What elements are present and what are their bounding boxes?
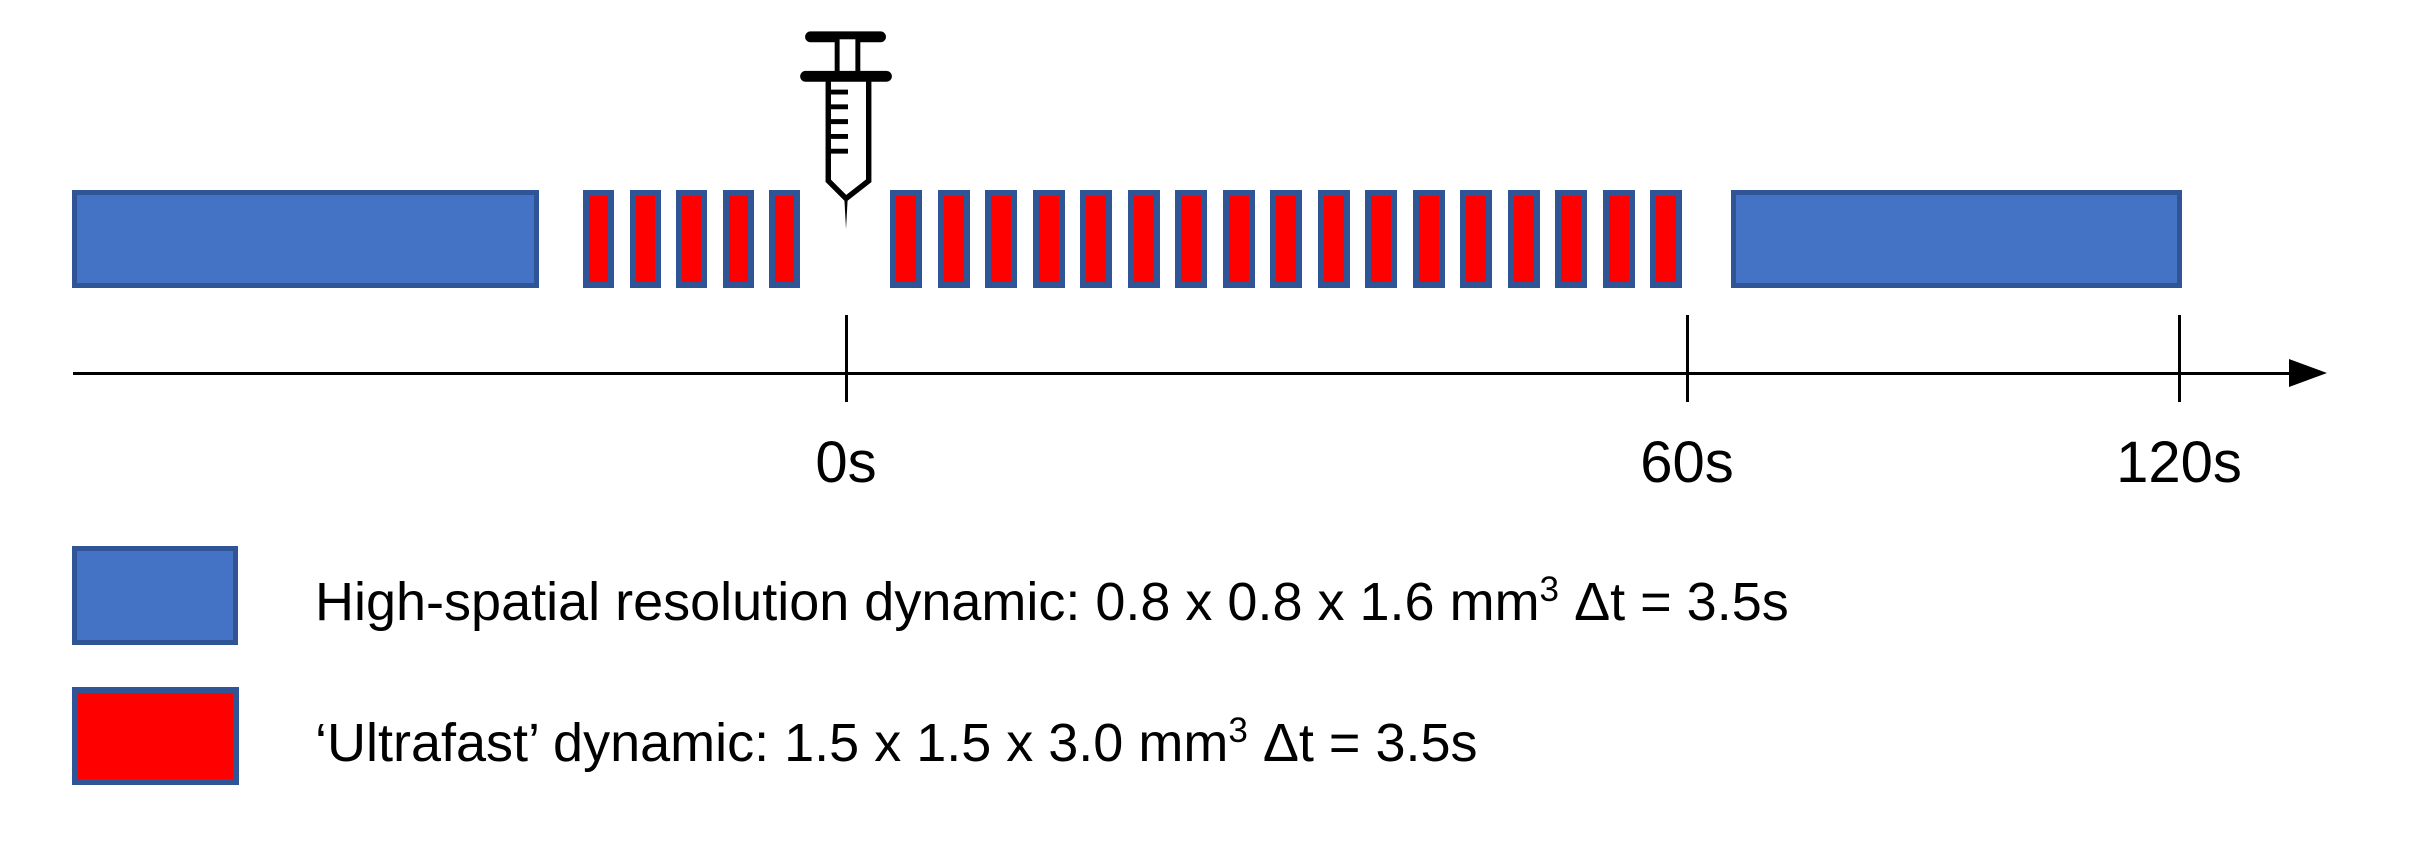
legend-text: Δt = 3.5s [1559,572,1789,632]
ultrafast-bars-post-injection-1 [890,190,922,288]
ultrafast-bars-pre-injection-2 [629,190,661,288]
axis-tick-label-0s: 0s [815,430,877,495]
ultrafast-bars-post-injection-14 [1507,190,1540,288]
ultrafast-bars-post-injection-6 [1127,190,1160,288]
ultrafast-bars-post-injection-11 [1365,190,1397,288]
legend-label-ultrafast: ‘Ultrafast’ dynamic: 1.5 x 1.5 x 3.0 mm3… [315,713,1478,773]
high-res-block-post [1731,190,2182,288]
axis-tick-label-60s: 60s [1640,430,1734,495]
ultrafast-bars-pre-injection-1 [583,190,614,288]
legend-text: High-spatial resolution dynamic: 0.8 x 0… [315,572,1540,632]
legend-swatch-high-res [72,546,238,645]
time-axis-line [73,372,2289,375]
ultrafast-bars-pre-injection-4 [722,190,754,288]
legend-text: ‘Ultrafast’ dynamic: 1.5 x 1.5 x 3.0 mm [315,713,1229,773]
ultrafast-bars-post-injection-3 [985,190,1017,288]
ultrafast-bars-post-injection-17 [1650,190,1682,288]
legend-swatch-ultrafast [72,687,239,785]
legend-superscript: 3 [1539,570,1560,609]
ultrafast-bars-post-injection-9 [1270,190,1302,288]
ultrafast-bars-post-injection-12 [1412,190,1445,288]
ultrafast-bars-post-injection-10 [1317,190,1350,288]
time-axis-arrowhead [2289,359,2327,387]
axis-tick-120s [2177,315,2181,402]
ultrafast-bars-post-injection-15 [1555,190,1587,288]
syringe-plunger-rod [834,34,861,79]
ultrafast-bars-post-injection-4 [1032,190,1065,288]
high-res-block-pre [72,190,539,288]
axis-tick-0s [844,315,848,402]
ultrafast-bars-post-injection-5 [1080,190,1112,288]
ultrafast-bars-post-injection-7 [1175,190,1207,288]
legend-superscript: 3 [1228,711,1248,750]
legend-label-high-res: High-spatial resolution dynamic: 0.8 x 0… [315,572,1789,632]
axis-tick-60s [1685,315,1689,402]
ultrafast-bars-pre-injection-3 [676,190,707,288]
syringe-barrel [825,81,872,203]
ultrafast-bars-post-injection-16 [1602,190,1635,288]
axis-tick-label-120s: 120s [2116,430,2242,495]
ultrafast-bars-post-injection-8 [1222,190,1255,288]
ultrafast-bars-pre-injection-5 [769,190,800,288]
legend-text: Δt = 3.5s [1247,713,1478,773]
syringe-icon [800,31,892,230]
syringe-needle [844,196,848,230]
ultrafast-bars-post-injection-13 [1460,190,1492,288]
ultrafast-bars-post-injection-2 [937,190,970,288]
